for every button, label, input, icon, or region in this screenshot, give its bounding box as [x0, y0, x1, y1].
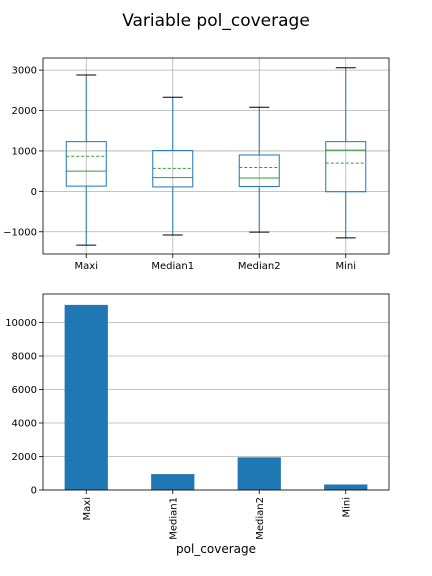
box-xtick-label: Mini: [335, 261, 356, 272]
bar-xtick-label: Median1: [168, 497, 179, 540]
bar-ytick-label: 2000: [12, 452, 37, 463]
box-ytick-label: −1000: [3, 227, 37, 238]
bar-median1: [151, 474, 195, 490]
bar-plot: 0 2000 4000 6000 8000 10000 Maxi Median1 Median2…: [5, 293, 390, 556]
bar-axes-frame: [42, 293, 390, 491]
bar-median2: [237, 457, 281, 490]
box-ytick-label: 3000: [12, 66, 37, 77]
bar-xtick-label: Median2: [255, 497, 266, 540]
box-xtick-label: Maxi: [75, 261, 98, 272]
box-mini: [325, 141, 367, 193]
box-plot: −1000 0 1000 2000 3000 Maxi Median1 Median2 Mini: [3, 57, 390, 272]
bar-ytick-label: 10000: [5, 318, 37, 329]
figure-title: Variable pol_coverage: [122, 11, 310, 31]
bar-ytick-label: 8000: [12, 351, 37, 362]
bar-xtick-label: Maxi: [82, 497, 93, 520]
bar-ytick-label: 0: [31, 486, 37, 497]
box-median2: [238, 154, 280, 188]
bar-ytick-label: 4000: [12, 418, 37, 429]
bar-mini: [324, 484, 368, 490]
bar-xtick-label: Mini: [341, 497, 352, 518]
box-xtick-label: Median1: [151, 261, 194, 272]
bar-maxi: [64, 304, 108, 490]
box-axes-frame: [42, 57, 390, 255]
box-ytick-label: 2000: [12, 106, 37, 117]
box-xtick-label: Median2: [238, 261, 281, 272]
bar-ytick-label: 6000: [12, 385, 37, 396]
box-maxi: [65, 141, 107, 187]
bar-xlabel: pol_coverage: [176, 542, 256, 556]
box-ytick-label: 0: [31, 187, 37, 198]
box-ytick-label: 1000: [12, 146, 37, 157]
